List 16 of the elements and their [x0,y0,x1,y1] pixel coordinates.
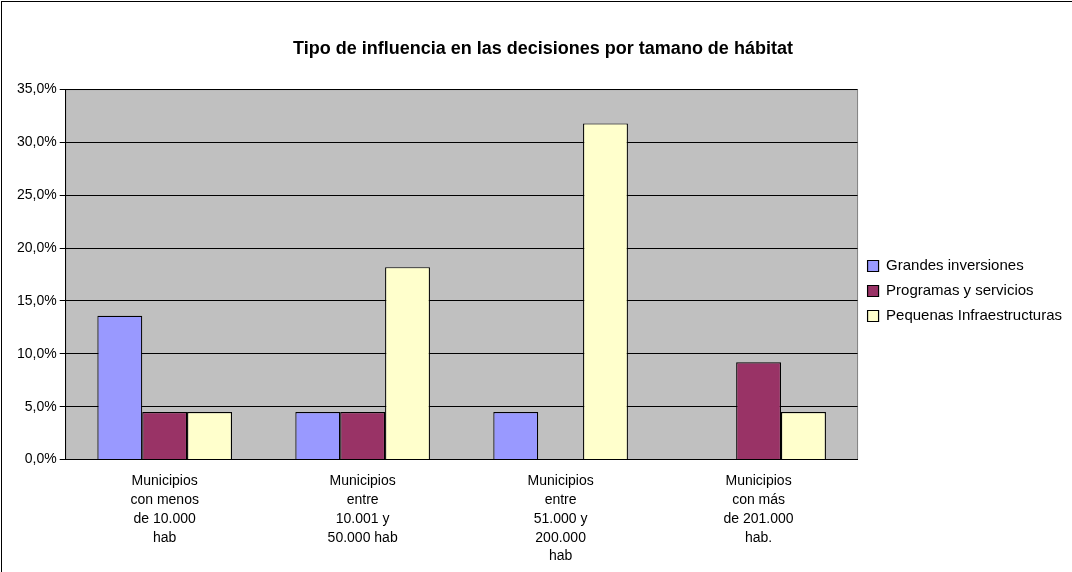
y-tick-label: 20,0% [16,238,57,255]
y-tick-label: 35,0% [16,80,57,97]
y-tick-label: 25,0% [16,186,57,203]
x-tick-label: Municipios entre 10.001 y 50.000 hab [327,471,398,545]
x-tick-label: Municipios entre 51.000 y 200.000 hab [527,471,594,564]
x-tick-label: Municipios con menos de 10.000 hab [130,471,199,545]
legend-label: Grandes inversiones [886,256,1024,274]
y-tick-label: 30,0% [16,133,57,150]
legend-label: Pequenas Infraestructuras [886,306,1062,324]
legend-label: Programas y servicios [886,281,1034,299]
x-tick-label: Municipios con más de 201.000 hab. [723,471,794,545]
chart-title: Tipo de influencia en las decisiones por tamano de hábitat [293,37,793,58]
y-tick-label: 15,0% [16,291,57,308]
y-tick-label: 10,0% [16,344,57,361]
y-tick-label: 0,0% [24,450,57,467]
y-tick-label: 5,0% [24,397,57,414]
